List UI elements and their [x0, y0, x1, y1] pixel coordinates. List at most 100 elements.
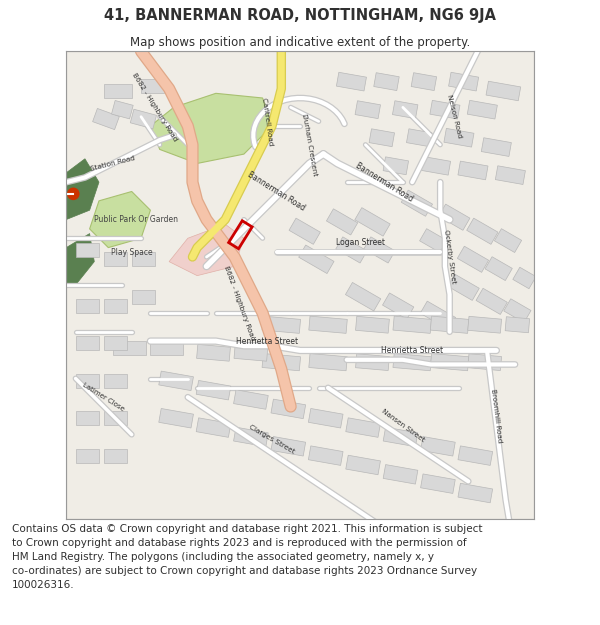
- Polygon shape: [419, 229, 447, 253]
- Polygon shape: [132, 253, 155, 266]
- Polygon shape: [299, 245, 334, 274]
- Polygon shape: [355, 208, 390, 236]
- Polygon shape: [364, 237, 395, 263]
- Polygon shape: [393, 316, 431, 333]
- Polygon shape: [383, 464, 418, 484]
- Polygon shape: [132, 289, 155, 304]
- Polygon shape: [271, 399, 305, 419]
- Polygon shape: [141, 79, 164, 93]
- Polygon shape: [430, 316, 469, 333]
- Polygon shape: [130, 109, 157, 129]
- Polygon shape: [346, 455, 380, 475]
- Polygon shape: [486, 81, 521, 101]
- Polygon shape: [309, 354, 347, 371]
- Polygon shape: [337, 72, 367, 91]
- Polygon shape: [496, 166, 526, 184]
- Polygon shape: [66, 159, 99, 219]
- Polygon shape: [151, 341, 183, 355]
- Polygon shape: [113, 341, 146, 355]
- Polygon shape: [289, 218, 320, 244]
- Polygon shape: [481, 138, 511, 156]
- Text: Henrietta Street: Henrietta Street: [236, 337, 298, 346]
- Polygon shape: [468, 354, 502, 371]
- Polygon shape: [420, 301, 455, 329]
- Text: Logan Street: Logan Street: [336, 238, 385, 248]
- Polygon shape: [430, 101, 460, 119]
- Polygon shape: [262, 316, 301, 333]
- Polygon shape: [444, 128, 474, 147]
- Polygon shape: [439, 204, 470, 230]
- Polygon shape: [383, 157, 409, 175]
- Polygon shape: [169, 224, 244, 276]
- Polygon shape: [159, 409, 193, 428]
- Polygon shape: [104, 374, 127, 388]
- Polygon shape: [356, 316, 389, 333]
- Text: Cantrell Road: Cantrell Road: [261, 97, 274, 146]
- Text: Nansen Street: Nansen Street: [380, 408, 425, 443]
- Polygon shape: [476, 288, 508, 314]
- Polygon shape: [89, 191, 151, 248]
- Polygon shape: [392, 101, 418, 119]
- Polygon shape: [505, 317, 530, 332]
- Polygon shape: [151, 93, 272, 164]
- Text: Contains OS data © Crown copyright and database right 2021. This information is : Contains OS data © Crown copyright and d…: [12, 524, 482, 590]
- Polygon shape: [504, 299, 531, 322]
- Text: Henrietta Street: Henrietta Street: [381, 346, 443, 355]
- Polygon shape: [448, 274, 479, 301]
- Polygon shape: [92, 109, 119, 129]
- Text: B682 - Highbury Road: B682 - Highbury Road: [131, 72, 179, 142]
- Polygon shape: [308, 446, 343, 466]
- Polygon shape: [467, 101, 497, 119]
- Text: B682 - Highbury Road: B682 - Highbury Road: [223, 266, 256, 342]
- Polygon shape: [159, 371, 193, 391]
- Text: Bannerman Road: Bannerman Road: [246, 170, 307, 212]
- Text: Nelson Road: Nelson Road: [446, 94, 463, 139]
- Polygon shape: [76, 243, 99, 257]
- Polygon shape: [234, 344, 268, 361]
- Polygon shape: [494, 229, 521, 253]
- Text: Broomhill Road: Broomhill Road: [490, 389, 503, 443]
- Text: Bannerman Road: Bannerman Road: [354, 161, 415, 204]
- Polygon shape: [369, 129, 395, 147]
- Polygon shape: [76, 299, 99, 313]
- Polygon shape: [355, 101, 380, 119]
- Polygon shape: [104, 449, 127, 462]
- Polygon shape: [104, 336, 127, 351]
- Polygon shape: [449, 72, 479, 91]
- Polygon shape: [421, 156, 451, 175]
- Polygon shape: [457, 246, 488, 272]
- Polygon shape: [406, 129, 432, 147]
- Polygon shape: [308, 409, 343, 428]
- Polygon shape: [383, 293, 414, 319]
- Text: Clarges Street: Clarges Street: [248, 424, 296, 455]
- Text: Station Road: Station Road: [90, 155, 136, 172]
- Polygon shape: [112, 101, 133, 119]
- Polygon shape: [104, 84, 132, 98]
- Polygon shape: [197, 344, 230, 361]
- Polygon shape: [196, 381, 231, 400]
- Polygon shape: [66, 234, 94, 285]
- Polygon shape: [271, 436, 305, 456]
- Polygon shape: [393, 354, 431, 371]
- Polygon shape: [104, 253, 127, 266]
- Polygon shape: [430, 354, 469, 371]
- Polygon shape: [76, 411, 99, 425]
- Polygon shape: [458, 446, 493, 466]
- Polygon shape: [458, 483, 493, 502]
- Circle shape: [68, 188, 79, 199]
- Polygon shape: [76, 336, 99, 351]
- Polygon shape: [421, 474, 455, 493]
- Text: Durham Crescent: Durham Crescent: [301, 113, 318, 176]
- Text: 41, BANNERMAN ROAD, NOTTINGHAM, NG6 9JA: 41, BANNERMAN ROAD, NOTTINGHAM, NG6 9JA: [104, 8, 496, 23]
- Polygon shape: [468, 316, 502, 333]
- Polygon shape: [233, 428, 268, 447]
- Polygon shape: [411, 72, 437, 91]
- Polygon shape: [336, 237, 367, 263]
- Polygon shape: [326, 209, 358, 235]
- Text: Map shows position and indicative extent of the property.: Map shows position and indicative extent…: [130, 36, 470, 49]
- Polygon shape: [467, 218, 498, 244]
- Polygon shape: [104, 299, 127, 313]
- Polygon shape: [76, 449, 99, 462]
- Polygon shape: [76, 374, 99, 388]
- Text: Latimer Close: Latimer Close: [82, 382, 125, 412]
